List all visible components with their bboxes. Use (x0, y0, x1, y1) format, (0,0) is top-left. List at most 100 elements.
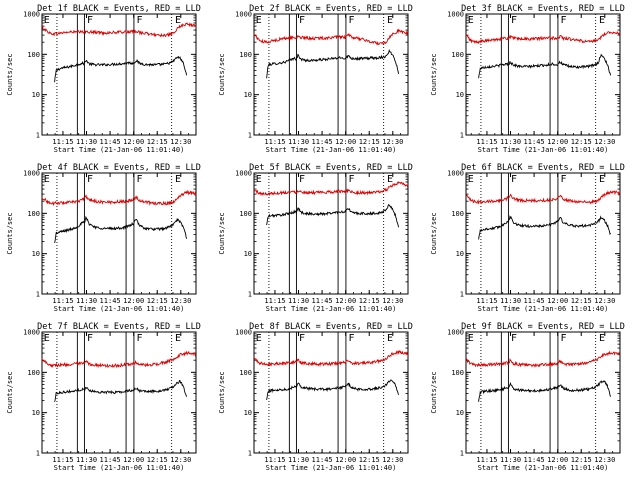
lld-series-line (465, 190, 621, 205)
lld-series-line (253, 350, 409, 368)
y-tick-label: 1 (460, 132, 464, 140)
x-tick-label: 11:15 (52, 456, 73, 464)
state-flag-label: F (349, 333, 355, 344)
x-tick-label: 12:30 (382, 138, 403, 146)
state-flag-label: E (387, 174, 393, 185)
state-flag-label: F (137, 15, 143, 26)
state-flag-label: E (468, 15, 474, 26)
y-tick-label: 10 (244, 250, 252, 258)
panel-title: Det 4f BLACK = Events, RED = LLD (37, 163, 201, 173)
x-axis-label: Start Time (21-Jan-06 11:01:40) (54, 464, 185, 472)
y-tick-label: 1 (36, 450, 40, 458)
state-flag-label: F (87, 15, 93, 26)
y-tick-label: 100 (451, 210, 464, 218)
x-tick-label: 12:30 (170, 297, 191, 305)
y-axis-label: Counts/sec (218, 371, 226, 413)
state-flag-label: F (511, 174, 517, 185)
events-series-line (266, 203, 400, 228)
plot-frame (41, 13, 197, 136)
state-flag-label: F (299, 15, 305, 26)
x-tick-label: 12:00 (547, 456, 568, 464)
y-tick-label: 100 (27, 51, 40, 59)
y-axis-label: Counts/sec (6, 371, 14, 413)
lld-series-line (41, 22, 197, 38)
events-series-line (478, 379, 612, 402)
x-tick-label: 11:15 (264, 138, 285, 146)
x-tick-label: 11:45 (312, 138, 333, 146)
state-flag-label: F (561, 333, 567, 344)
y-axis-label: Counts/sec (430, 371, 438, 413)
x-tick-label: 12:00 (547, 297, 568, 305)
y-tick-label: 1000 (23, 170, 40, 178)
panel-title: Det 8f BLACK = Events, RED = LLD (249, 322, 413, 332)
x-tick-label: 11:15 (52, 138, 73, 146)
state-flag-label: E (387, 15, 393, 26)
x-tick-label: 11:15 (52, 297, 73, 305)
y-tick-label: 100 (239, 369, 252, 377)
x-tick-label: 11:30 (288, 297, 309, 305)
x-tick-label: 12:15 (359, 297, 380, 305)
y-tick-label: 1 (460, 450, 464, 458)
y-tick-label: 10 (32, 250, 40, 258)
state-flag-label: E (599, 333, 605, 344)
y-tick-label: 100 (451, 51, 464, 59)
x-tick-label: 11:15 (264, 456, 285, 464)
plot-frame (41, 172, 197, 295)
y-tick-label: 10 (244, 409, 252, 417)
state-flag-label: F (137, 333, 143, 344)
state-flag-label: E (599, 15, 605, 26)
state-flag-label: E (256, 15, 262, 26)
state-flag-label: E (599, 174, 605, 185)
x-tick-label: 11:45 (100, 297, 121, 305)
x-tick-label: 11:45 (524, 138, 545, 146)
x-tick-label: 12:15 (147, 297, 168, 305)
x-axis-label: Start Time (21-Jan-06 11:01:40) (266, 464, 397, 472)
x-tick-label: 12:30 (594, 138, 615, 146)
x-tick-label: 11:15 (476, 297, 497, 305)
x-tick-label: 12:00 (335, 138, 356, 146)
x-tick-label: 11:45 (100, 456, 121, 464)
state-flag-label: E (468, 333, 474, 344)
x-tick-label: 11:30 (500, 138, 521, 146)
x-tick-label: 12:15 (359, 456, 380, 464)
x-tick-label: 11:45 (524, 456, 545, 464)
y-tick-label: 100 (27, 369, 40, 377)
state-flag-label: E (256, 333, 262, 344)
x-tick-label: 11:45 (312, 456, 333, 464)
state-flag-label: F (87, 174, 93, 185)
lld-series-line (253, 28, 409, 46)
x-tick-label: 12:30 (594, 297, 615, 305)
y-tick-label: 1 (248, 291, 252, 299)
x-tick-label: 12:00 (547, 138, 568, 146)
plot-frame (465, 172, 621, 295)
x-tick-label: 11:45 (100, 138, 121, 146)
lld-series-line (253, 180, 409, 197)
x-axis-label: Start Time (21-Jan-06 11:01:40) (478, 305, 609, 313)
y-tick-label: 1 (36, 132, 40, 140)
x-tick-label: 11:45 (524, 297, 545, 305)
lld-series-line (41, 350, 197, 369)
x-tick-label: 11:30 (76, 297, 97, 305)
y-tick-label: 1000 (235, 170, 252, 178)
panel-title: Det 7f BLACK = Events, RED = LLD (37, 322, 201, 332)
events-series-line (54, 379, 188, 403)
state-flag-label: F (349, 15, 355, 26)
y-tick-label: 1000 (447, 329, 464, 337)
y-axis-label: Counts/sec (430, 212, 438, 254)
y-tick-label: 100 (239, 51, 252, 59)
x-axis-label: Start Time (21-Jan-06 11:01:40) (478, 146, 609, 154)
y-tick-label: 1000 (235, 329, 252, 337)
x-tick-label: 12:15 (571, 456, 592, 464)
x-tick-label: 11:30 (288, 138, 309, 146)
y-tick-label: 10 (244, 91, 252, 99)
plot-frame (253, 172, 409, 295)
y-axis-label: Counts/sec (430, 53, 438, 95)
state-flag-label: E (175, 333, 181, 344)
lld-series-line (41, 189, 197, 207)
panel-title: Det 1f BLACK = Events, RED = LLD (37, 4, 201, 14)
lld-series-line (465, 350, 621, 368)
